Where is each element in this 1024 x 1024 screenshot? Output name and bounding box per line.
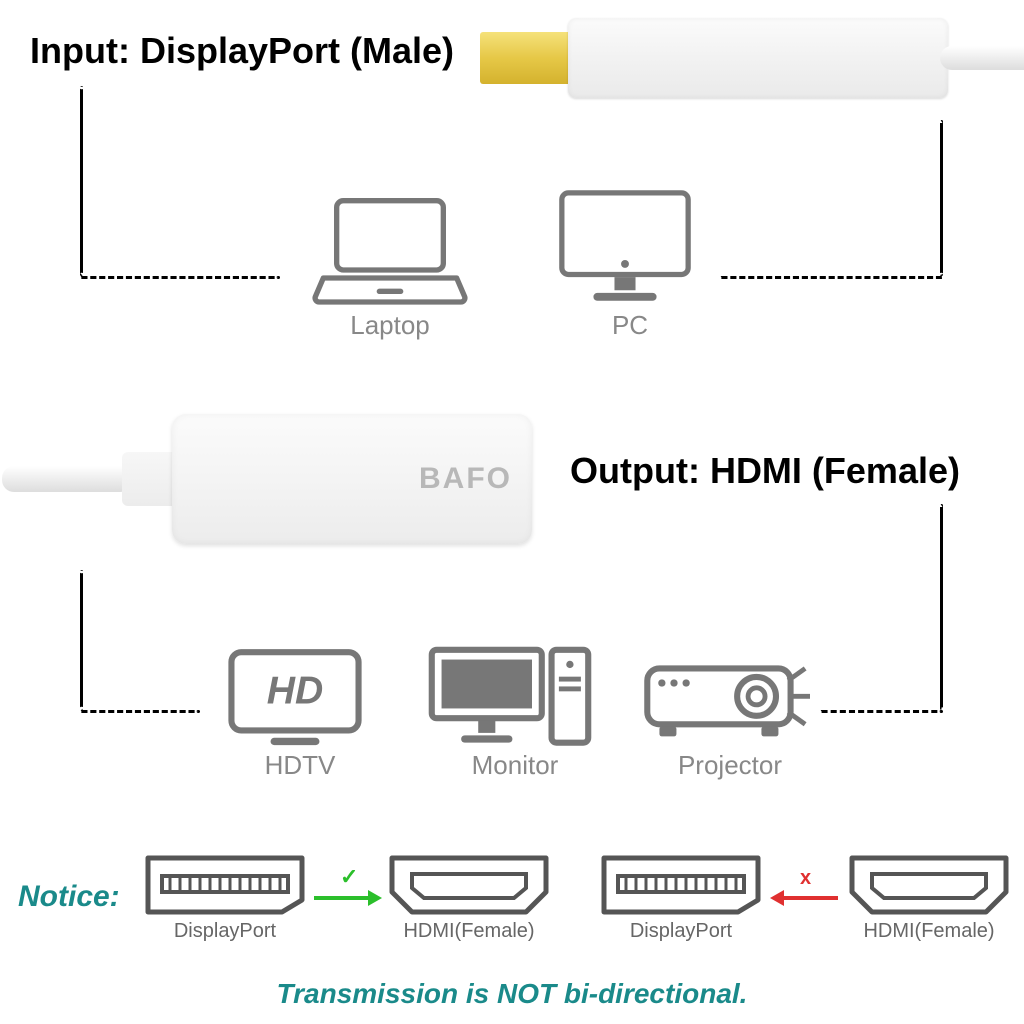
- arrow-not-ok: x: [770, 870, 840, 910]
- device-label: Laptop: [300, 310, 480, 341]
- device-label: HDTV: [220, 750, 380, 781]
- dash-line: [80, 710, 200, 713]
- port-displayport: DisplayPort: [140, 850, 310, 943]
- port-label: DisplayPort: [596, 920, 766, 943]
- output-heading: Output: HDMI (Female): [570, 450, 960, 492]
- svg-text:✓: ✓: [340, 870, 358, 889]
- device-label: Projector: [640, 750, 820, 781]
- svg-text:x: x: [800, 870, 811, 889]
- dash-line: [80, 276, 280, 279]
- port-hdmi: HDMI(Female): [844, 850, 1014, 943]
- svg-text:HD: HD: [267, 670, 324, 713]
- hdtv-icon: HD HDTV: [220, 640, 380, 781]
- hdmi-female-graphic: BAFO: [2, 394, 562, 564]
- laptop-icon: Laptop: [300, 190, 480, 341]
- device-label: Monitor: [420, 750, 610, 781]
- port-hdmi: HDMI(Female): [384, 850, 554, 943]
- footer-message: Transmission is NOT bi-directional.: [0, 978, 1024, 1010]
- port-label: HDMI(Female): [844, 920, 1014, 943]
- dash-line: [940, 120, 943, 276]
- dash-line: [940, 504, 943, 710]
- displayport-male-graphic: [480, 8, 1024, 108]
- port-label: HDMI(Female): [384, 920, 554, 943]
- monitor-icon: Monitor: [420, 640, 610, 781]
- projector-icon: Projector: [640, 650, 820, 781]
- dash-line: [80, 86, 83, 276]
- notice-label: Notice:: [18, 880, 120, 914]
- dash-line: [80, 570, 83, 710]
- port-label: DisplayPort: [140, 920, 310, 943]
- port-displayport: DisplayPort: [596, 850, 766, 943]
- input-heading: Input: DisplayPort (Male): [30, 30, 454, 72]
- adapter-brand: BAFO: [419, 462, 512, 496]
- pc-icon: PC: [540, 185, 720, 341]
- dash-line: [820, 710, 943, 713]
- dash-line: [720, 276, 943, 279]
- device-label: PC: [540, 310, 720, 341]
- arrow-ok: ✓: [312, 870, 382, 910]
